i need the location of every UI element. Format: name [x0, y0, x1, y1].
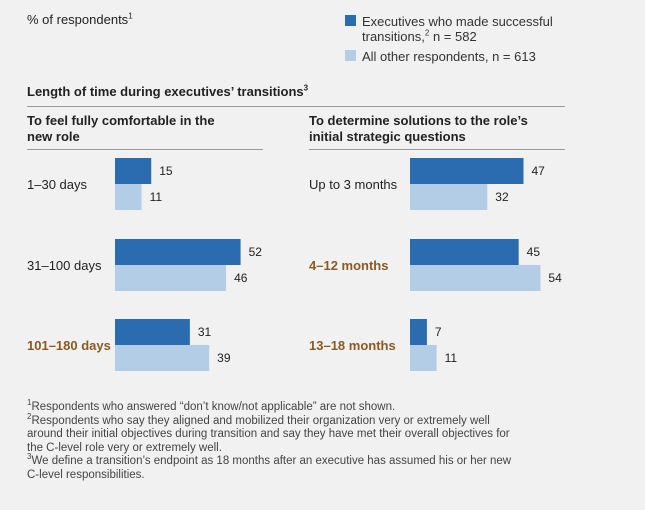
category-label: 31–100 days — [27, 258, 102, 273]
bar-value-label: 54 — [548, 271, 562, 285]
category-label-highlighted: 101–180 days — [27, 338, 111, 353]
chart-rule-strategic — [309, 149, 565, 150]
bar-successful — [410, 158, 524, 184]
bar-others — [410, 265, 541, 291]
legend-swatch-others — [345, 50, 356, 61]
unit-label-text: % of respondents — [27, 12, 129, 27]
bar-value-label: 45 — [527, 245, 541, 259]
category-label: 1–30 days — [27, 177, 87, 192]
category-label: Up to 3 months — [309, 177, 398, 192]
bar-value-label: 52 — [249, 245, 263, 259]
footnote-line: C-level responsibilities. — [27, 468, 145, 481]
bar-value-label: 31 — [198, 325, 212, 339]
bar-others — [115, 345, 210, 371]
footnote-line: We define a transition’s endpoint as 18 … — [31, 455, 512, 467]
footnote-2: 2Respondents who say they aligned and mo… — [22, 411, 542, 429]
footnote-marker: 1 — [27, 398, 32, 408]
bar-successful — [115, 319, 190, 345]
chart-title-strategic: To determine solutions to the role’s ini… — [309, 113, 528, 144]
bar-successful — [115, 158, 152, 184]
bar-others — [410, 184, 488, 210]
footnote-line: Respondents who answered “don’t know/not… — [31, 401, 396, 413]
bar-value-label: 11 — [150, 190, 163, 204]
footnote-marker: 3 — [27, 452, 32, 462]
bar-others — [115, 184, 142, 210]
footnote-line: the C-level role very or extremely well. — [27, 441, 222, 454]
bar-others — [115, 265, 227, 291]
section-title-text: Length of time during executives’ transi… — [27, 84, 304, 99]
bar-value-label: 46 — [234, 271, 248, 285]
legend-swatch-successful — [345, 15, 356, 26]
bar-successful — [410, 319, 427, 345]
legend-label-others: All other respondents, n = 613 — [362, 49, 536, 64]
bar-successful — [115, 239, 241, 265]
footnote-3: 3We define a transition’s endpoint as 18… — [22, 452, 542, 469]
legend-text-successful: Executives who made successful transitio… — [362, 14, 602, 44]
section-footnote-ref: 3 — [303, 83, 309, 93]
bar-value-label: 11 — [445, 351, 458, 365]
footnote-line: Respondents who say they aligned and mob… — [31, 414, 490, 427]
bar-successful — [410, 239, 519, 265]
category-label-highlighted: 13–18 months — [309, 338, 396, 353]
footnote-marker: 2 — [27, 411, 32, 421]
unit-label-footnote-ref: 1 — [128, 11, 133, 21]
bar-value-label: 7 — [435, 325, 442, 339]
footnote-line: around their initial objectives during t… — [27, 428, 510, 440]
unit-label: % of respondents1 — [27, 12, 133, 27]
section-rule — [27, 106, 565, 107]
section-title: Length of time during executives’ transi… — [27, 84, 308, 99]
chart-rule-comfortable — [27, 149, 263, 150]
legend-n-successful: n = 582 — [429, 29, 477, 44]
legend-label-successful: Executives who made successful transitio… — [362, 14, 553, 44]
footnotes: 1Respondents who answered “don’t know/no… — [22, 398, 542, 482]
footnote-1: 1Respondents who answered “don’t know/no… — [22, 398, 542, 415]
chart-title-comfortable: To feel fully comfortable in the new rol… — [27, 113, 215, 144]
bar-value-label: 39 — [217, 351, 231, 365]
bar-value-label: 47 — [532, 164, 546, 178]
bar-value-label: 15 — [159, 164, 173, 178]
category-label-highlighted: 4–12 months — [309, 258, 389, 273]
bar-value-label: 32 — [495, 190, 509, 204]
legend-footnote-ref: 2 — [424, 28, 430, 38]
bar-others — [410, 345, 437, 371]
